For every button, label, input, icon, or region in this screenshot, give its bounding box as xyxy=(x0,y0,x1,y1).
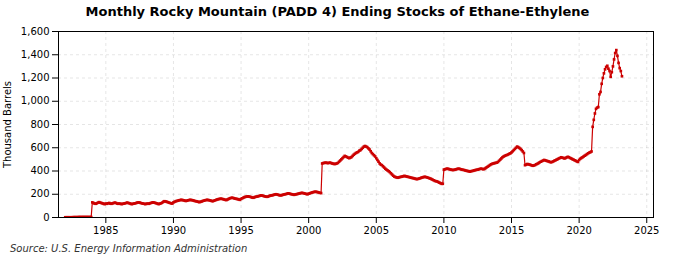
svg-text:1,400: 1,400 xyxy=(21,49,50,60)
svg-text:1995: 1995 xyxy=(228,225,253,236)
svg-text:0: 0 xyxy=(43,212,49,223)
svg-text:600: 600 xyxy=(30,142,49,153)
svg-text:1,600: 1,600 xyxy=(21,26,50,37)
svg-text:2000: 2000 xyxy=(296,225,321,236)
svg-text:1985: 1985 xyxy=(93,225,118,236)
html-text:Source: U.S. Energy Informatio: Source: U.S. Energy Information Administ… xyxy=(10,243,248,254)
svg-text:400: 400 xyxy=(30,165,49,176)
svg-text:1990: 1990 xyxy=(161,225,186,236)
svg-text:2025: 2025 xyxy=(634,225,659,236)
html-text:Monthly Rocky Mountain (PADD 4: Monthly Rocky Mountain (PADD 4) Ending S… xyxy=(85,4,590,19)
svg-text:Thousand Barrels: Thousand Barrels xyxy=(2,81,13,169)
svg-text:2005: 2005 xyxy=(364,225,389,236)
svg-text:2015: 2015 xyxy=(499,225,524,236)
svg-text:1,200: 1,200 xyxy=(21,72,50,83)
svg-text:2010: 2010 xyxy=(431,225,456,236)
svg-text:2020: 2020 xyxy=(566,225,591,236)
svg-text:1,000: 1,000 xyxy=(21,95,50,106)
svg-text:800: 800 xyxy=(30,119,49,130)
svg-text:200: 200 xyxy=(30,188,49,199)
